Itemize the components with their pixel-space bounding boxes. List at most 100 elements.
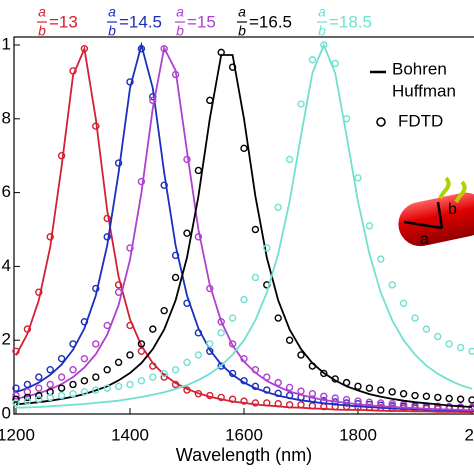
fdtd-point: [228, 63, 237, 71]
fdtd-point: [171, 366, 180, 374]
y-tick-label: 6: [2, 182, 11, 201]
fdtd-point: [240, 295, 248, 304]
fdtd-point: [365, 384, 374, 392]
series-label-num: a: [318, 4, 326, 20]
fdtd-point: [126, 244, 134, 252]
fdtd-point: [92, 340, 100, 348]
fdtd-point: [171, 70, 180, 79]
fdtd-point: [228, 314, 237, 322]
fdtd-point: [23, 393, 32, 402]
fdtd-point: [331, 394, 339, 402]
fdtd-point: [35, 395, 43, 403]
fdtd-point: [228, 369, 237, 378]
fdtd-point: [240, 377, 248, 385]
fdtd-point: [468, 396, 474, 404]
series-label: =16.5: [249, 12, 292, 31]
fdtd-point: [23, 397, 32, 405]
y-tick-label: 0: [2, 403, 11, 422]
x-tick-label: 2: [465, 425, 474, 444]
fdtd-point: [206, 96, 214, 105]
fdtd-point: [377, 399, 385, 407]
fdtd-point: [69, 366, 77, 374]
fdtd-point: [285, 336, 294, 344]
fdtd-point: [103, 366, 111, 374]
fdtd-point: [57, 354, 66, 363]
fdtd-point: [23, 325, 32, 333]
fdtd-point: [126, 380, 134, 389]
fdtd-point: [103, 214, 111, 223]
fdtd-point: [12, 347, 20, 355]
fdtd-point: [23, 380, 32, 389]
fdtd-point: [422, 325, 431, 333]
series-label-num: a: [108, 4, 116, 20]
series-label-den: b: [38, 23, 46, 39]
fdtd-point: [251, 225, 260, 234]
fdtd-point: [263, 399, 271, 407]
fdtd-point: [46, 380, 54, 389]
fdtd-point: [308, 56, 317, 64]
fdtd-point: [411, 314, 419, 322]
fdtd-point: [263, 373, 271, 381]
fdtd-point: [12, 384, 20, 392]
fdtd-point: [331, 59, 339, 68]
fdtd-point: [274, 203, 282, 212]
fdtd-point: [240, 397, 248, 405]
fdtd-point: [149, 96, 157, 105]
fdtd-point: [354, 382, 362, 391]
x-tick-label: 1800: [339, 425, 377, 444]
fdtd-point: [320, 392, 328, 400]
fdtd-point: [354, 397, 362, 405]
fdtd-point: [342, 395, 351, 404]
fdtd-point: [411, 391, 419, 400]
series-line: [15, 45, 473, 414]
fdtd-point: [217, 48, 225, 57]
fdtd-point: [206, 284, 214, 293]
fdtd-point: [331, 375, 339, 383]
fdtd-point: [217, 318, 225, 326]
fdtd-point: [160, 181, 168, 189]
fdtd-point: [399, 299, 408, 307]
series-label-num: a: [176, 4, 184, 20]
fdtd-point: [263, 386, 271, 394]
fdtd-point: [422, 392, 431, 400]
x-tick-label: 1400: [111, 425, 149, 444]
fdtd-point: [114, 288, 123, 296]
series-line: [15, 41, 473, 412]
fdtd-point: [320, 369, 328, 378]
fdtd-point: [354, 174, 362, 182]
axis-a-arrow: [403, 220, 443, 230]
fdtd-point: [137, 377, 146, 385]
fdtd-point: [103, 384, 111, 392]
series-label-den: b: [176, 23, 184, 39]
fdtd-point: [445, 394, 453, 403]
fdtd-point: [149, 373, 157, 381]
nanorod: [398, 192, 474, 247]
fdtd-point: [160, 306, 168, 315]
fdtd-point: [12, 399, 20, 407]
fdtd-point: [69, 390, 77, 398]
fdtd-point: [183, 386, 191, 394]
series-line: [15, 54, 473, 408]
fdtd-point: [240, 144, 248, 153]
fdtd-point: [57, 373, 66, 381]
fdtd-point: [194, 329, 203, 337]
fdtd-point: [285, 383, 294, 392]
fdtd-point: [57, 391, 66, 400]
fdtd-point: [251, 399, 260, 407]
fdtd-point: [456, 395, 465, 403]
fdtd-point: [285, 401, 294, 409]
fdtd-point: [80, 354, 89, 363]
fdtd-point: [217, 362, 225, 370]
series-label: =18.5: [329, 12, 372, 31]
light-arrow: [454, 180, 467, 204]
fdtd-point: [171, 251, 180, 260]
fdtd-point: [103, 233, 111, 241]
fdtd-point: [297, 387, 305, 395]
series-label-num: a: [38, 4, 46, 20]
fdtd-point: [12, 391, 20, 400]
fdtd-point: [80, 377, 89, 385]
fdtd-point: [183, 155, 191, 164]
fdtd-point: [206, 347, 214, 355]
plot-area: [12, 36, 474, 415]
